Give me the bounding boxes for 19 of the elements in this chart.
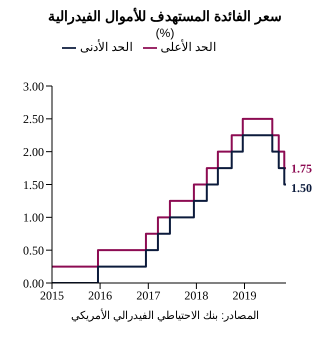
x-tick-label: 2017 [136,288,160,303]
annotation: 1.75 [291,161,312,176]
annotation: 1.50 [291,180,312,195]
y-tick-label: 0.00 [23,276,44,290]
y-tick-label: 1.50 [23,178,44,192]
x-tick-label: 2016 [88,288,112,303]
y-tick-label: 0.50 [23,243,44,258]
x-tick-label: 2018 [184,288,208,303]
y-tick-label: 3.00 [23,79,44,94]
y-tick-label: 2.00 [23,144,44,159]
chart-subtitle: (%) [154,26,174,40]
x-tick-label: 2015 [40,288,64,303]
legend-label: الحد الأعلى [160,40,216,54]
chart-title: سعر الفائدة المستهدف للأموال الفيدرالية [47,8,283,24]
legend-label: الحد الأدنى [80,40,132,54]
x-tick-label: 2019 [232,288,256,303]
text: المصادر: بنك الاحتياطي الفيدرالي الأمريكي [70,309,260,322]
y-tick-label: 1.00 [23,210,44,225]
y-tick-label: 2.50 [23,112,44,126]
